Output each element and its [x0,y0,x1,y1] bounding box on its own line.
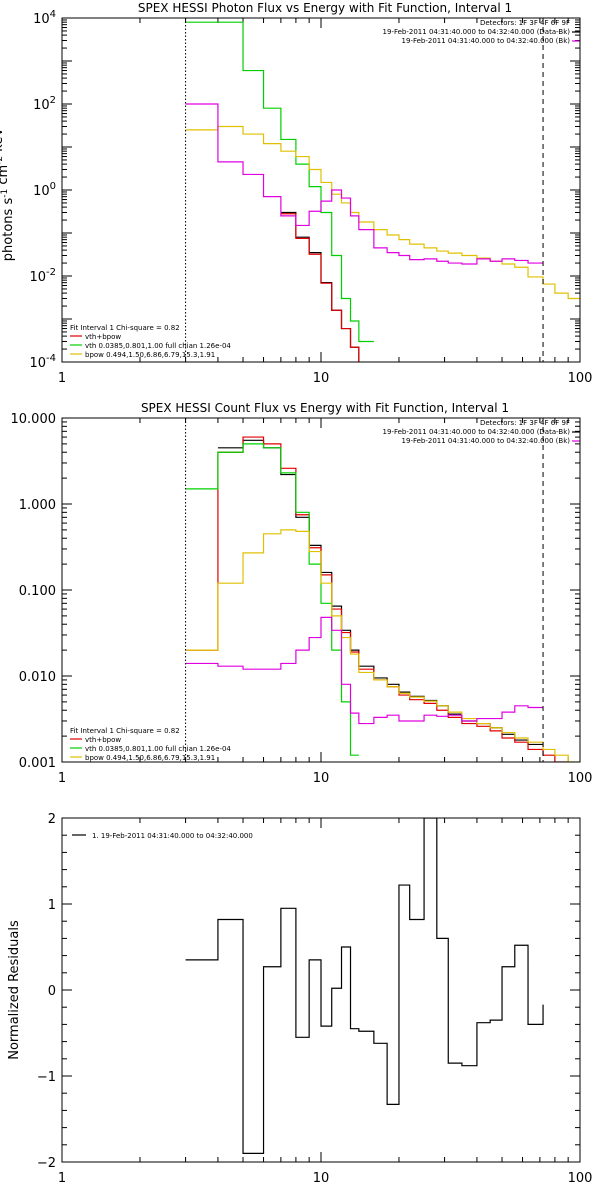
legend-fit-interval: Fit Interval 1 Chi-square = 0.82 [70,324,180,332]
photon-flux-info: Detectors: 1F 3F 4F 6F 9F 19-Feb-2011 04… [383,19,571,45]
info-data-bk: 19-Feb-2011 04:31:40.000 to 04:32:40.000… [383,428,571,436]
plot-frame [61,817,581,1163]
y-tick-label: 2 [48,812,56,827]
series-total [280,213,360,362]
y-tick-label: 0.100 [19,584,56,599]
legend-vth: vth 0.0385,0.801,1.00 full chian 1.26e-0… [85,342,231,350]
info-detectors: Detectors: 1F 3F 4F 6F 9F [480,19,570,27]
series-data [185,818,544,1154]
y-tick-label: 0.010 [19,670,56,685]
x-tick-label: 100 [568,1171,593,1186]
count-flux-info: Detectors: 1F 3F 4F 6F 9F 19-Feb-2011 04… [383,419,571,445]
y-tick-label: 1.000 [19,498,56,513]
y-tick-label: 0.001 [19,756,56,771]
legend-fit-interval: Fit Interval 1 Chi-square = 0.82 [70,727,180,735]
residuals-panel: Normalized Residuals 1. 19-Feb-2011 04:3… [7,812,592,1186]
photon-flux-ylabel: photons s-1 cm-2 keV-1 [0,119,16,261]
x-tick-label: 1 [58,771,66,786]
count-flux-panel: SPEX HESSI Count Flux vs Energy with Fit… [11,401,593,786]
legend-vth-bpow: vth+bpow [85,333,121,341]
legend-bpow: bpow 0.494,1.50,6.86,6.79,15.3,1.91 [85,754,215,762]
x-tick-label: 10 [313,371,330,386]
residuals-legend: 1. 19-Feb-2011 04:31:40.000 to 04:32:40.… [92,832,253,840]
series-bpow [185,125,580,300]
series-bpow [185,529,580,762]
y-tick-label: 1 [48,898,56,913]
photon-flux-title: SPEX HESSI Photon Flux vs Energy with Fi… [138,1,512,15]
plot-frame [61,17,581,363]
photon-flux-legend: Fit Interval 1 Chi-square = 0.82 vth+bpo… [70,324,231,359]
x-tick-label: 100 [568,371,593,386]
plot-frame [61,417,581,763]
legend-vth: vth 0.0385,0.801,1.00 full chian 1.26e-0… [85,745,231,753]
y-tick-label: 10.000 [11,412,57,427]
x-tick-label: 100 [568,771,593,786]
legend-vth-bpow: vth+bpow [85,736,121,744]
x-tick-label: 10 [313,1171,330,1186]
series-vth [185,21,374,343]
count-flux-title: SPEX HESSI Count Flux vs Energy with Fit… [141,401,509,415]
legend-bpow: bpow 0.494,1.50,6.86,6.79,15.3,1.91 [85,351,215,359]
series-bk [185,616,544,725]
x-tick-label: 1 [58,371,66,386]
info-detectors: Detectors: 1F 3F 4F 6F 9F [480,419,570,427]
count-flux-legend: Fit Interval 1 Chi-square = 0.82 vth+bpo… [70,727,231,762]
info-data-bk: 19-Feb-2011 04:31:40.000 to 04:32:40.000… [383,28,571,36]
info-bk: 19-Feb-2011 04:31:40.000 to 04:32:40.000… [402,37,571,45]
series-bk [185,103,544,265]
x-tick-label: 10 [313,771,330,786]
legend-interval: 1. 19-Feb-2011 04:31:40.000 to 04:32:40.… [92,832,253,840]
info-bk: 19-Feb-2011 04:31:40.000 to 04:32:40.000… [402,437,571,445]
y-tick-label: −2 [37,1156,56,1171]
x-tick-label: 1 [58,1171,66,1186]
y-tick-label: 0 [48,984,56,999]
residuals-ylabel: Normalized Residuals [7,920,22,1060]
y-tick-label: −1 [37,1070,56,1085]
